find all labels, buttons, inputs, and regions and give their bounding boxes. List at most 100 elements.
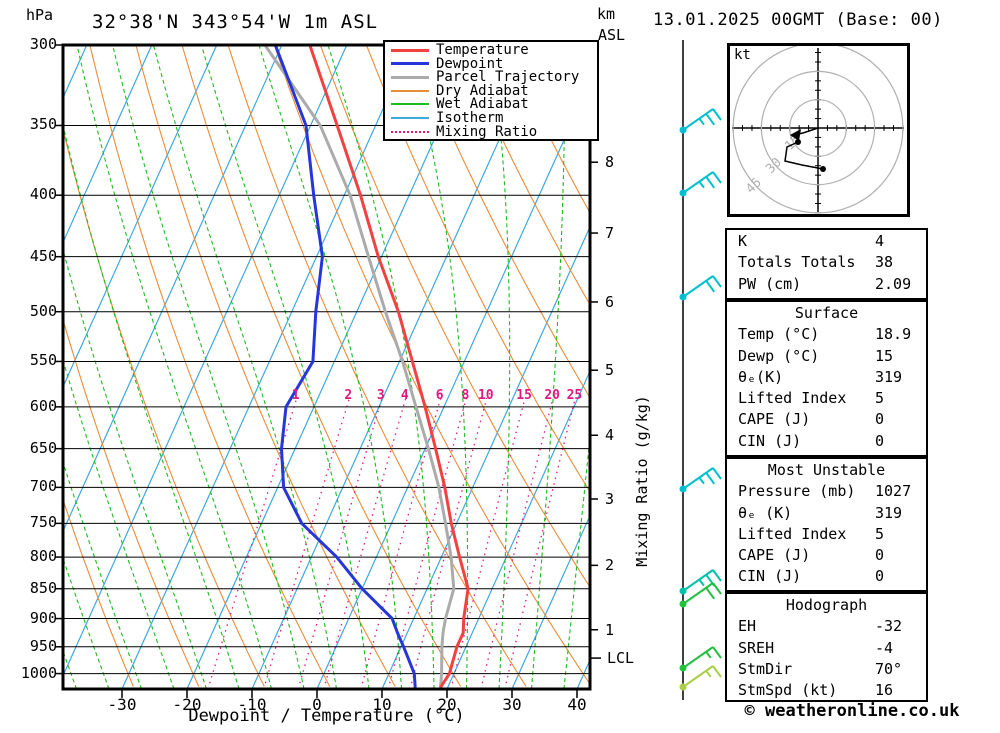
pressure-unit-label: hPa — [26, 6, 54, 24]
legend-item-label: Isotherm — [436, 109, 504, 126]
panel-row-value: 5 — [875, 524, 885, 543]
wet-adiabat-line — [563, 431, 590, 689]
mixing-ratio-line — [207, 397, 298, 689]
pressure-axis-label: 500 — [29, 301, 57, 320]
legend-line-swatch — [391, 89, 429, 92]
panel-row-value: 0 — [875, 567, 885, 586]
copyright-text: © weatheronline.co.uk — [744, 701, 960, 721]
hodograph-arrow-head — [790, 129, 801, 141]
chart-legend: Temperature Dewpoint Parcel Trajectory Dry … — [383, 40, 599, 141]
panel-row-value: 38 — [875, 253, 894, 272]
temp-axis-label: 40 — [567, 695, 587, 714]
panel-row: Lifted Index 5 — [727, 523, 926, 544]
wind-barb-staff — [682, 171, 714, 194]
pressure-axis-label: 550 — [29, 351, 57, 370]
panel-row: PW (cm) 2.09 — [727, 273, 926, 294]
pressure-axis-label: 900 — [29, 608, 57, 627]
run-date-title: 13.01.2025 00GMT (Base: 00) — [653, 10, 943, 30]
dry-adiabat-line — [411, 45, 590, 399]
wind-barb-half-tick — [698, 578, 705, 587]
panel-row-value: 15 — [875, 346, 894, 365]
dry-adiabat-line — [135, 45, 396, 687]
temp-axis-label: -30 — [107, 695, 137, 714]
wet-adiabat-line — [76, 45, 273, 689]
wind-barb — [679, 467, 722, 493]
panel-row: CAPE (J) 0 — [727, 408, 926, 429]
mixing-ratio-axis-title: Mixing Ratio (g/kg) — [633, 395, 651, 567]
mixing-ratio-value-label: 6 — [435, 387, 444, 403]
legend-item: Isotherm — [391, 109, 597, 126]
legend-item: Wet Adiabat — [391, 97, 597, 112]
stats-panel: K 4 Totals Totals 38 PW (cm) 2.09 — [725, 228, 928, 300]
isotherm-line — [381, 225, 590, 689]
panel-row-value: -32 — [875, 617, 903, 636]
temp-axis-label: -10 — [237, 695, 267, 714]
panel-row-label: CAPE (J) — [738, 546, 811, 565]
dry-adiabat-line — [365, 45, 590, 493]
dewpoint-curve — [273, 45, 417, 688]
panel-row-label: CAPE (J) — [738, 410, 811, 429]
pressure-axis-label: 350 — [29, 115, 57, 134]
wind-barb-tick — [705, 472, 716, 485]
panel-row: CIN (J) 0 — [727, 565, 926, 586]
wind-barb-half-tick — [705, 651, 712, 659]
legend-item-label: Parcel Trajectory — [436, 69, 580, 86]
mixing-ratio-value-label: 10 — [477, 387, 494, 403]
panel-row: StmSpd (kt) 16 — [727, 679, 926, 700]
pressure-axis-label: 450 — [29, 246, 57, 265]
panel-row-label: K — [738, 232, 748, 250]
isotherm-line — [63, 45, 348, 678]
panel-row: CAPE (J) 0 — [727, 544, 926, 565]
hodograph-ring — [760, 70, 876, 186]
panel-row-label: Dewp (°C) — [738, 346, 820, 365]
pressure-axis-label: 650 — [29, 438, 57, 457]
legend-item: Parcel Trajectory — [391, 69, 597, 86]
stats-panel: Hodograph EH -32 SREH -4 StmDir 70° StmSpd (kt)… — [725, 592, 928, 702]
isotherm-line — [121, 45, 413, 689]
legend-item: Mixing Ratio — [391, 125, 597, 140]
plot-area — [0, 45, 590, 689]
isotherm-line — [446, 369, 590, 689]
isotherm-line — [186, 45, 478, 689]
wet-adiabat-line — [327, 45, 435, 689]
pressure-axis-label: 800 — [29, 547, 57, 566]
mixing-ratio-value-label: 25 — [566, 387, 583, 403]
legend-item-label: Temperature — [436, 42, 529, 58]
panel-title: Hodograph — [785, 596, 868, 614]
wind-barb-staff — [682, 275, 714, 298]
temp-axis-label: 0 — [312, 695, 322, 714]
dry-adiabat-line — [89, 45, 331, 687]
panel-title: Surface — [794, 304, 859, 322]
panel-row-value: 16 — [875, 681, 894, 700]
km-axis-label: 8 — [605, 153, 615, 172]
panel-row-label: Pressure (mb) — [738, 482, 856, 501]
legend-line-swatch — [391, 75, 429, 79]
panel-row-value: 2.09 — [875, 274, 912, 293]
pressure-axis-label: 400 — [29, 185, 57, 204]
dry-adiabat-line — [319, 45, 590, 589]
wind-barb — [679, 665, 722, 691]
panel-row-label: Temp (°C) — [738, 325, 820, 344]
legend-line-swatch — [391, 48, 429, 52]
km-axis-label: 5 — [605, 361, 615, 380]
hodograph-panel: 15 30 45 kt — [727, 42, 910, 217]
panel-row-label: EH — [738, 617, 757, 636]
pressure-axis-label: 750 — [29, 513, 57, 532]
panel-row: Temp (°C) 18.9 — [727, 323, 926, 344]
station-title: 32°38'N 343°54'W 1m ASL — [92, 11, 379, 33]
panel-title: Most Unstable — [767, 461, 886, 479]
dry-adiabat-line — [458, 45, 590, 306]
plot-border — [61, 43, 592, 691]
panel-row: CIN (J) 0 — [727, 430, 926, 451]
parcel-trajectory-curve — [263, 45, 456, 688]
x-axis-title: Dewpoint / Temperature (°C) — [188, 706, 465, 726]
mixing-ratio-line — [450, 397, 526, 689]
wind-barb-tick — [712, 275, 722, 288]
panel-row-label: θₑ(K) — [738, 367, 784, 386]
wind-barb-half-tick — [705, 670, 712, 678]
legend-line-swatch — [391, 103, 429, 106]
wind-barb-tick — [712, 171, 722, 184]
wet-adiabat-line — [0, 45, 12, 689]
